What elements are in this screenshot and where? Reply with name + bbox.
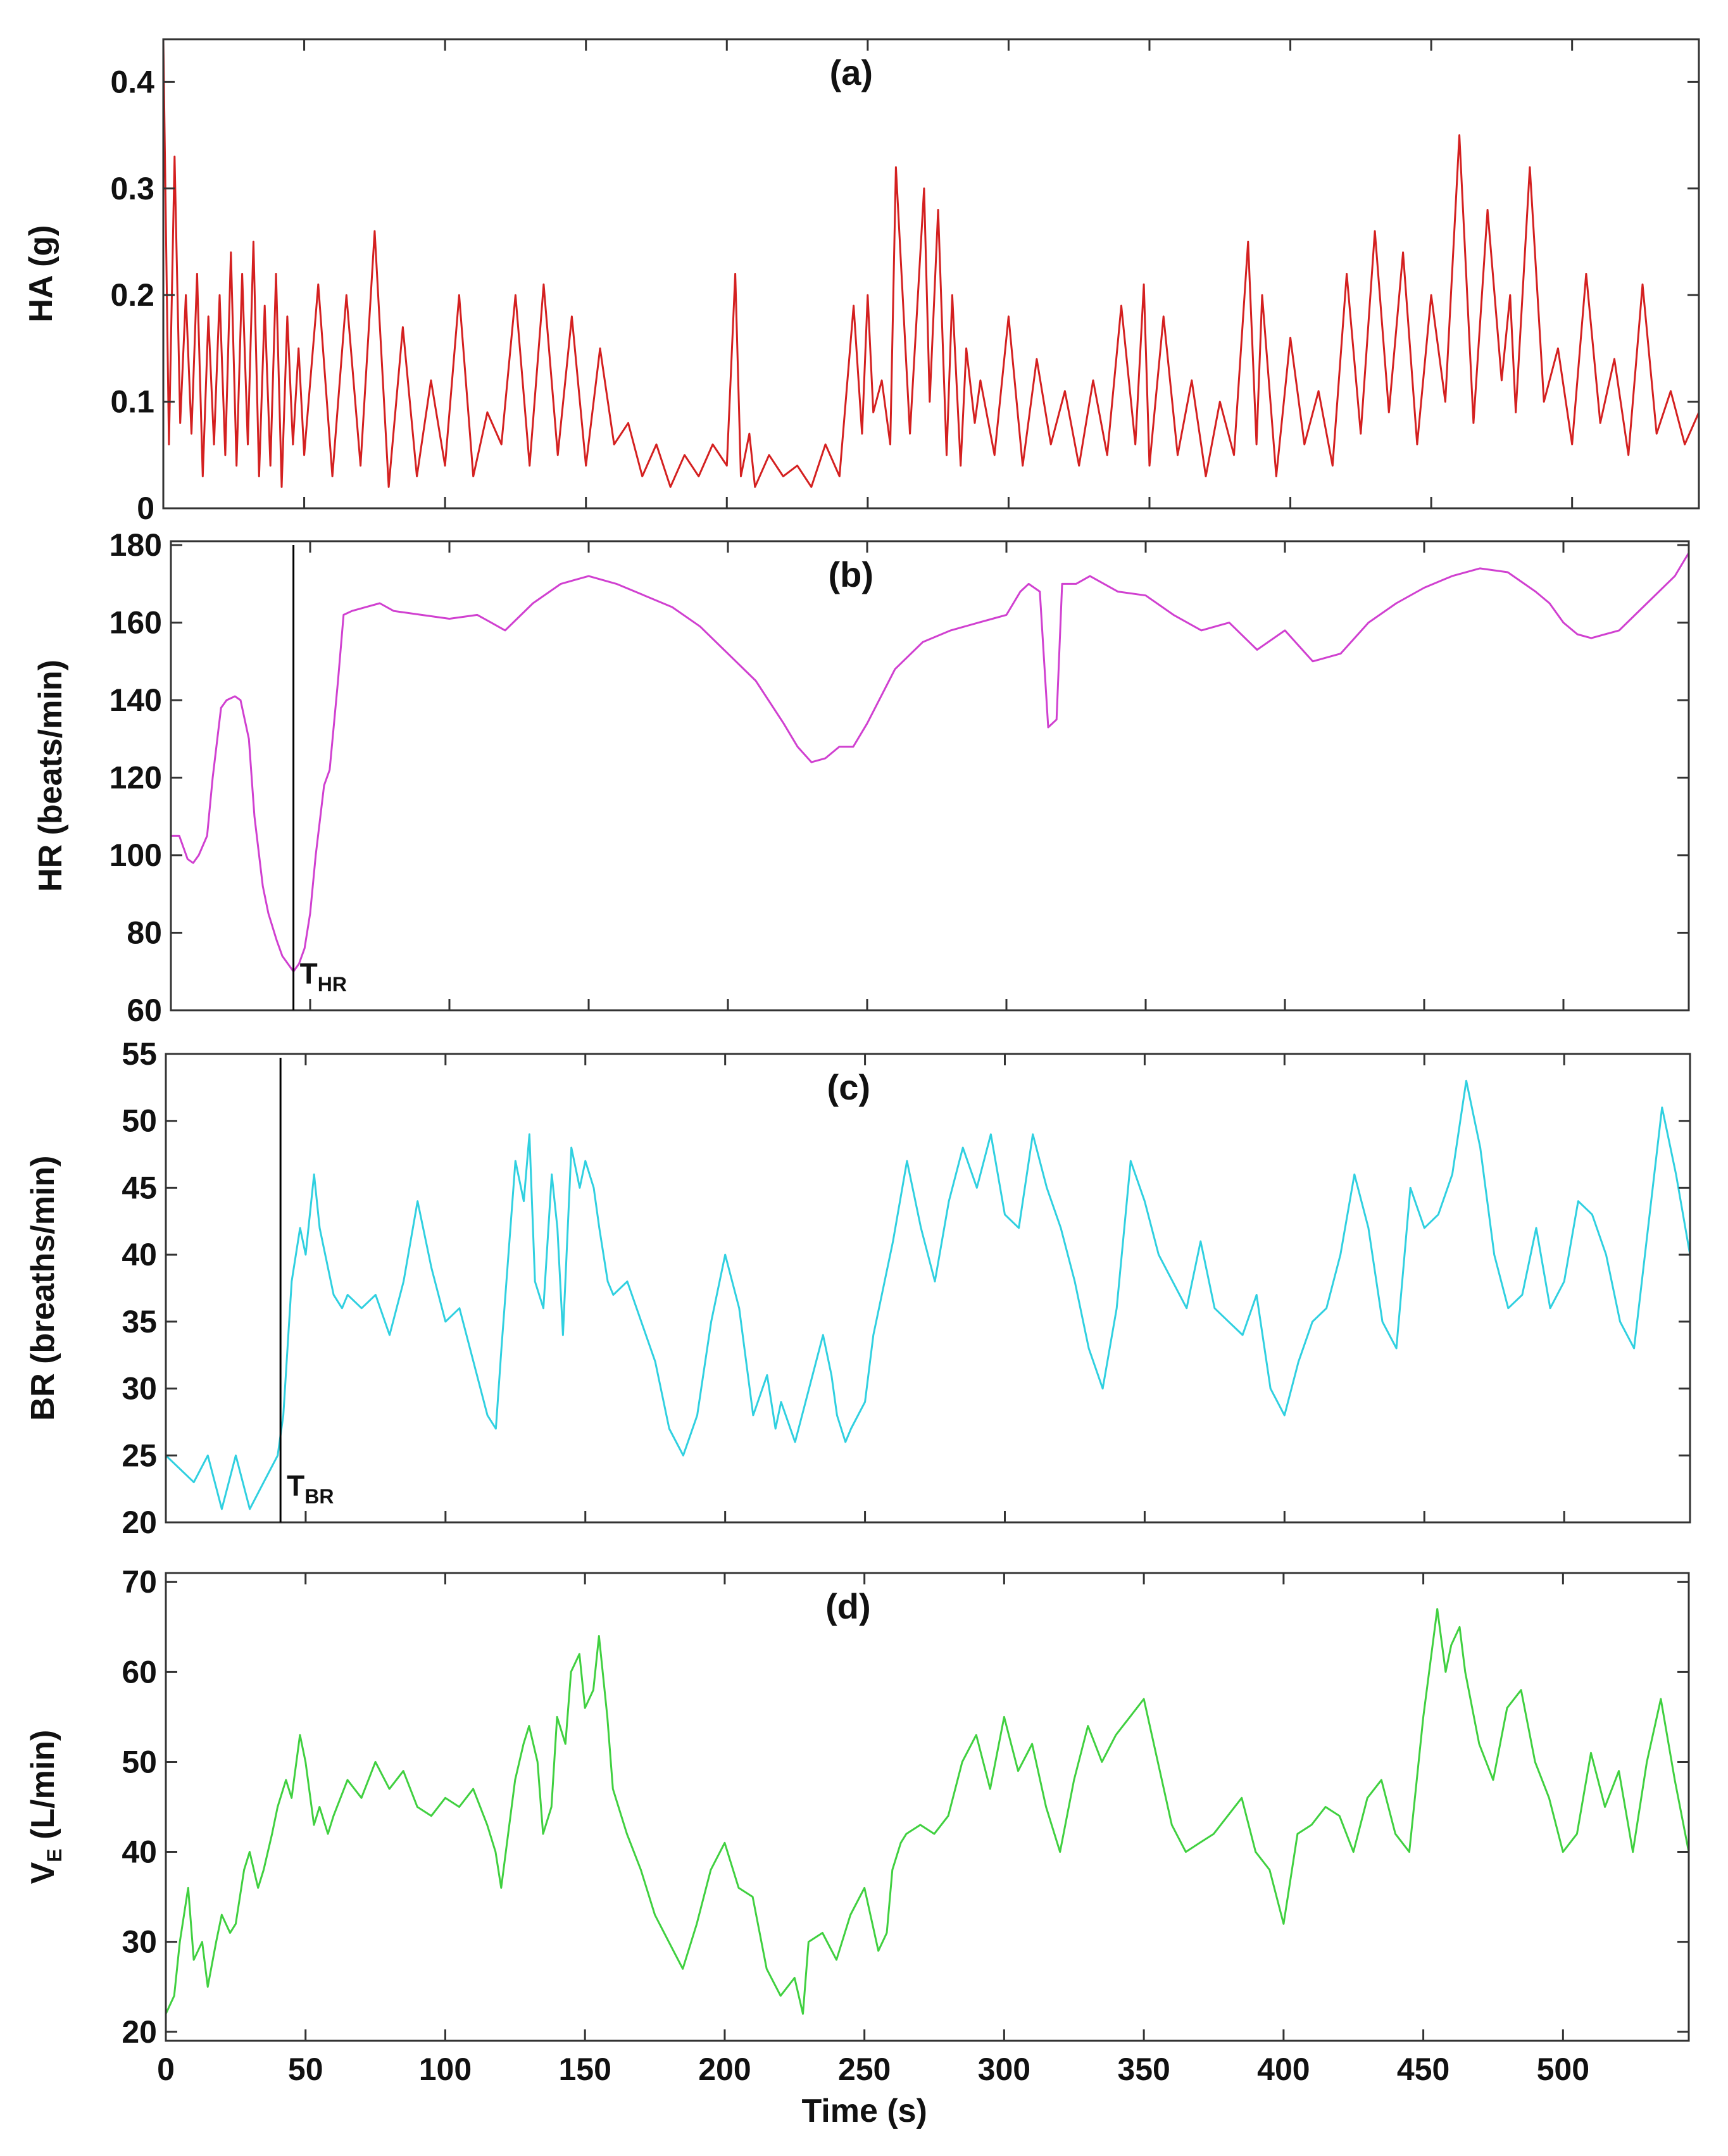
x-tick-label: 200 xyxy=(698,2052,751,2087)
y-axis-title-c: BR (breaths/min) xyxy=(25,1156,61,1421)
threshold-label-c: TBR xyxy=(287,1469,334,1508)
x-tick-label: 0 xyxy=(157,2052,175,2087)
x-tick-label: 350 xyxy=(1117,2052,1170,2087)
panel-label-b: (b) xyxy=(829,555,874,594)
x-tick-label: 150 xyxy=(558,2052,611,2087)
series-line-b-0 xyxy=(171,552,1690,973)
x-tick-label: 400 xyxy=(1257,2052,1310,2087)
plot-frame-d xyxy=(165,1572,1690,2042)
y-tick-label-c: 30 xyxy=(122,1371,157,1407)
x-tick-label: 50 xyxy=(288,2052,323,2087)
y-tick-label-b: 100 xyxy=(110,837,162,873)
y-tick-label-a: 0.4 xyxy=(110,64,154,99)
y-tick-label-d: 70 xyxy=(122,1564,157,1600)
y-tick-label-a: 0.2 xyxy=(110,277,154,313)
y-axis-title-d: VE (L/min) xyxy=(25,1730,66,1884)
panel-a: 0 0.1 0.2 0.3 0.4 (a) HA (g) xyxy=(23,38,1700,526)
plot-frame-c xyxy=(165,1053,1691,1524)
y-tick-label-c: 25 xyxy=(122,1438,157,1473)
y-tick-label-d: 20 xyxy=(122,2014,157,2050)
panel-label-c: (c) xyxy=(827,1067,870,1107)
y-tick-label-d: 60 xyxy=(122,1654,157,1689)
x-tick-label: 500 xyxy=(1537,2052,1589,2087)
panel-b: 60 80 100 120 140 160 180 (b) HR (beats/min) THR xyxy=(32,527,1690,1028)
y-tick-label-d: 30 xyxy=(122,1924,157,1960)
y-tick-label-c: 50 xyxy=(122,1103,157,1139)
threshold-label-b: THR xyxy=(300,957,347,996)
x-tick-label: 450 xyxy=(1397,2052,1449,2087)
y-tick-label-b: 180 xyxy=(110,527,162,563)
y-tick-label-d: 40 xyxy=(122,1834,157,1870)
y-tick-label-c: 55 xyxy=(122,1036,157,1072)
x-tick-label: 100 xyxy=(419,2052,472,2087)
x-tick-label: 250 xyxy=(838,2052,891,2087)
y-tick-label-c: 35 xyxy=(122,1304,157,1339)
y-tick-label-c: 20 xyxy=(122,1505,157,1540)
panel-label-d: (d) xyxy=(825,1586,871,1626)
y-tick-label-b: 80 xyxy=(127,915,162,951)
x-tick-label: 300 xyxy=(978,2052,1030,2087)
y-tick-label-a: 0.1 xyxy=(110,384,154,420)
plot-frame-a xyxy=(162,38,1700,510)
panel-d: 20 30 40 50 60 70 0 50 100 150 200 250 300 350 400 450 5… xyxy=(25,1564,1690,2129)
x-axis-title: Time (s) xyxy=(801,2093,927,2129)
y-tick-label-b: 140 xyxy=(110,682,162,718)
y-tick-label-d: 50 xyxy=(122,1744,157,1779)
series-line-a-0 xyxy=(162,39,1700,488)
y-axis-title-b: HR (beats/min) xyxy=(32,660,69,892)
plot-frame-b xyxy=(170,540,1690,1012)
y-tick-label-b: 160 xyxy=(110,605,162,641)
y-tick-label-b: 60 xyxy=(127,993,162,1028)
y-tick-label-b: 120 xyxy=(110,760,162,796)
y-tick-label-c: 45 xyxy=(122,1170,157,1205)
y-tick-label-a: 0 xyxy=(137,491,154,526)
panel-c: 20 25 30 35 40 45 50 55 (c) BR (breaths/min) TBR xyxy=(25,1036,1691,1540)
panel-label-a: (a) xyxy=(830,53,873,92)
y-tick-label-a: 0.3 xyxy=(110,171,154,206)
y-tick-label-c: 40 xyxy=(122,1237,157,1272)
series-line-c-0 xyxy=(165,1079,1691,1510)
y-axis-title-a: HA (g) xyxy=(23,225,59,322)
series-line-d-0 xyxy=(165,1608,1690,2015)
